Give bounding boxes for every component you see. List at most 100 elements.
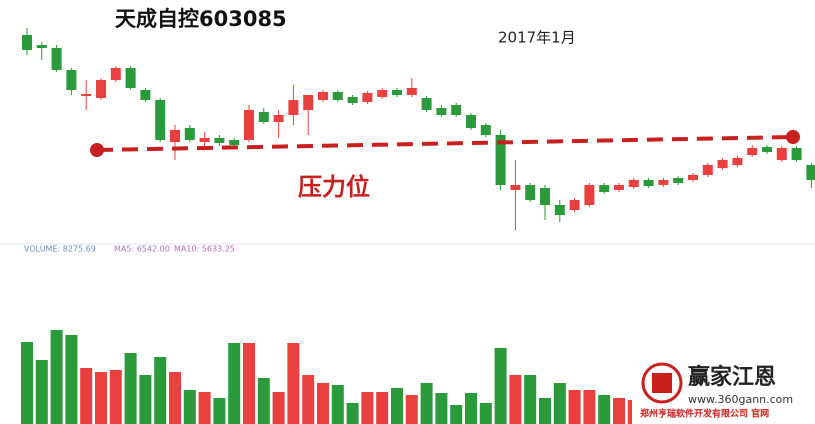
candle-body bbox=[332, 92, 343, 100]
logo-icon-seal bbox=[652, 373, 672, 393]
volume-bar bbox=[50, 330, 63, 424]
candle-body bbox=[81, 94, 92, 96]
candle-body bbox=[318, 92, 328, 100]
volume-legend-item: MA5: 6542.00 bbox=[114, 245, 170, 254]
volume-bar bbox=[124, 353, 137, 424]
candle-body bbox=[244, 110, 254, 140]
candle-body bbox=[140, 90, 151, 100]
volume-bar bbox=[198, 392, 211, 424]
resistance-line bbox=[96, 135, 794, 152]
candle-body bbox=[776, 148, 787, 160]
candle-body bbox=[466, 115, 476, 128]
chart-title: 天成自控603085 bbox=[115, 7, 287, 31]
candle-body bbox=[525, 185, 536, 200]
candle-body bbox=[806, 165, 815, 180]
volume-bar bbox=[21, 342, 33, 424]
volume-bar bbox=[405, 395, 418, 424]
volume-legend: VOLUME: 8275.69 MA5: 6542.00 MA10: 5633.25 bbox=[24, 245, 235, 254]
candle-body bbox=[125, 68, 136, 88]
candle-body bbox=[643, 180, 654, 186]
annotation: 压力位 bbox=[298, 173, 370, 201]
candle-body bbox=[791, 148, 802, 160]
volume-legend-item: VOLUME: 8275.69 bbox=[24, 245, 96, 254]
candle-body bbox=[717, 160, 728, 168]
volume-bar bbox=[272, 392, 285, 424]
candle-body bbox=[673, 178, 684, 183]
candle-body bbox=[451, 105, 462, 115]
volume-bar bbox=[139, 375, 152, 424]
volume-bar bbox=[391, 388, 403, 424]
candle-body bbox=[658, 180, 669, 185]
candle-body bbox=[599, 185, 610, 192]
volume-legend-item: MA10: 5633.25 bbox=[174, 245, 235, 254]
logo: 赢家江恩 www.360gann.com 郑州亨瑞软件开发有限公司 官网 bbox=[632, 356, 815, 424]
candle-body bbox=[288, 100, 299, 115]
volume-bar bbox=[420, 383, 433, 424]
candle-body bbox=[22, 35, 32, 50]
candle-body bbox=[614, 185, 624, 190]
volume-bar bbox=[302, 375, 315, 424]
candle-body bbox=[258, 112, 269, 122]
volume-bar bbox=[228, 343, 241, 424]
volume-bar bbox=[331, 385, 344, 424]
candle-body bbox=[510, 185, 521, 190]
candle-body bbox=[392, 90, 402, 95]
candle-body bbox=[347, 97, 358, 103]
candle-body bbox=[273, 115, 284, 122]
chart-subtitle: 2017年1月 bbox=[498, 29, 576, 47]
volume-bar bbox=[80, 368, 93, 424]
candle-body bbox=[96, 80, 106, 98]
resistance-end bbox=[786, 130, 800, 144]
candle-body bbox=[584, 185, 595, 205]
volume-bar bbox=[613, 398, 625, 424]
resistance-start bbox=[90, 143, 104, 157]
volume-bar bbox=[154, 357, 167, 424]
candle-body bbox=[214, 138, 225, 143]
candle-body bbox=[762, 147, 772, 152]
candle-body bbox=[406, 88, 417, 95]
candle-body bbox=[303, 95, 314, 110]
volume-bar bbox=[553, 383, 566, 424]
candle-body bbox=[66, 70, 77, 90]
volume-bar bbox=[494, 348, 507, 424]
volume-bar bbox=[361, 392, 374, 424]
candle-body bbox=[362, 93, 373, 102]
candle-body bbox=[421, 98, 432, 110]
candle-body bbox=[554, 205, 565, 215]
logo-company: 郑州亨瑞软件开发有限公司 官网 bbox=[640, 408, 769, 420]
volume-bar bbox=[539, 398, 551, 424]
volume-bar bbox=[450, 405, 463, 424]
volume-bar bbox=[376, 392, 389, 424]
candle-body bbox=[569, 200, 580, 210]
volume-bar bbox=[568, 390, 581, 424]
volume-bar bbox=[183, 390, 196, 424]
volume-bar bbox=[583, 390, 596, 424]
volume-bar bbox=[509, 375, 522, 424]
candle-body bbox=[51, 48, 62, 70]
candle-body bbox=[495, 135, 506, 185]
volume-bar bbox=[35, 360, 48, 424]
candle-body bbox=[170, 130, 180, 142]
volume-bar bbox=[243, 343, 255, 424]
volume-bar bbox=[346, 403, 359, 424]
volume-bar bbox=[257, 378, 270, 424]
volume-bar bbox=[65, 335, 78, 424]
candle-body bbox=[732, 158, 743, 165]
candle-body bbox=[184, 128, 195, 140]
volume-bar bbox=[169, 372, 181, 424]
volume-bar bbox=[479, 403, 492, 424]
candle-body bbox=[199, 138, 210, 142]
candle-body bbox=[436, 108, 447, 115]
volume-bar bbox=[109, 370, 122, 424]
logo-name: 赢家江恩 bbox=[688, 364, 776, 390]
marks bbox=[21, 28, 815, 424]
logo-url: www.360gann.com bbox=[688, 393, 793, 406]
volume-bar bbox=[95, 372, 107, 424]
volume-bar bbox=[598, 395, 611, 424]
volume-bar bbox=[524, 375, 537, 424]
candle-body bbox=[155, 100, 166, 140]
candle-body bbox=[229, 140, 240, 145]
volume-bar bbox=[287, 343, 300, 424]
candle-body bbox=[747, 148, 758, 155]
